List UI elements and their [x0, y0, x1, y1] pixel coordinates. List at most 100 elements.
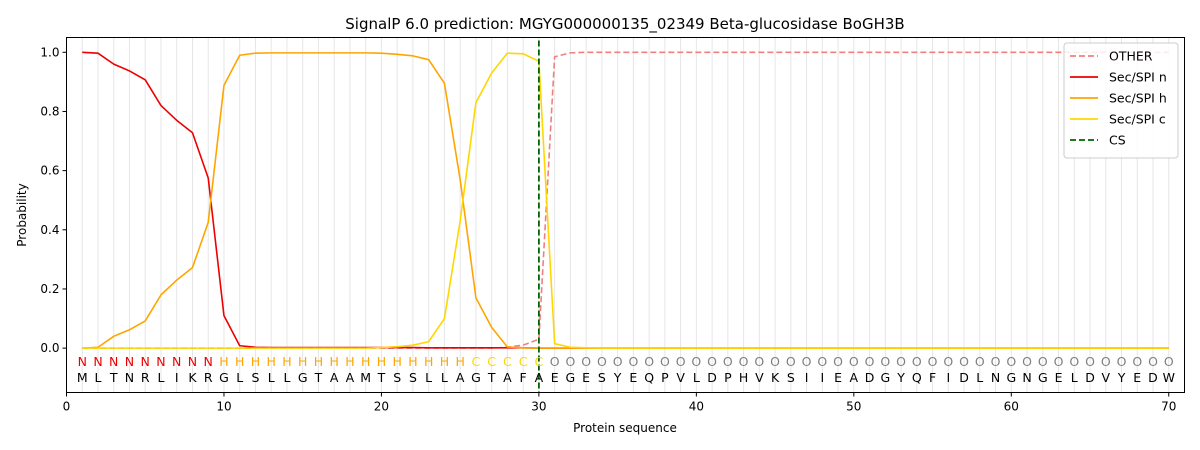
residue-label: K — [188, 370, 197, 385]
predicted-label: O — [802, 354, 812, 369]
predicted-label: O — [912, 354, 922, 369]
residue-label: T — [377, 370, 386, 385]
predicted-label: H — [392, 354, 401, 369]
residue-label: S — [409, 370, 417, 385]
residue-label: Y — [613, 370, 622, 385]
predicted-label: O — [1006, 354, 1016, 369]
predicted-label: O — [1069, 354, 1079, 369]
residue-label: L — [425, 370, 432, 385]
x-tick-label: 30 — [531, 400, 546, 414]
residue-label: A — [850, 370, 859, 385]
predicted-label: O — [581, 354, 591, 369]
vertical-grid — [81, 37, 1170, 393]
residue-label: E — [551, 370, 559, 385]
predicted-label: O — [739, 354, 749, 369]
legend-box — [1063, 42, 1179, 159]
residue-label: A — [503, 370, 512, 385]
predicted-label: O — [1054, 354, 1064, 369]
legend-label: CS — [1109, 133, 1126, 148]
residue-label: E — [629, 370, 637, 385]
y-axis-ticks: 0.0 0.2 0.4 0.6 0.8 1.0 — [40, 45, 67, 355]
predicted-label: O — [1117, 354, 1127, 369]
residue-label: L — [283, 370, 290, 385]
predicted-label: O — [723, 354, 733, 369]
predicted-label: O — [865, 354, 875, 369]
chart-title: SignalP 6.0 prediction: MGYG000000135_02… — [345, 15, 904, 34]
residue-label: A — [346, 370, 355, 385]
predicted-label: H — [235, 354, 244, 369]
predicted-label: O — [1148, 354, 1158, 369]
predicted-label: H — [282, 354, 291, 369]
predicted-label: N — [93, 354, 102, 369]
predicted-label: O — [849, 354, 859, 369]
plot-frame — [66, 37, 1185, 393]
predicted-label: O — [1164, 354, 1174, 369]
predicted-label: O — [691, 354, 701, 369]
predicted-label: C — [519, 354, 528, 369]
residue-label: S — [251, 370, 259, 385]
series-other — [82, 51, 1169, 349]
residue-label: D — [865, 370, 875, 385]
predicted-label: O — [770, 354, 780, 369]
residue-label: A — [535, 370, 544, 385]
predicted-label: O — [613, 354, 623, 369]
y-tick-label: 0.8 — [40, 104, 59, 118]
residue-label: E — [582, 370, 590, 385]
residue-label: N — [1022, 370, 1031, 385]
residue-label: T — [487, 370, 496, 385]
residue-label: L — [976, 370, 983, 385]
series-sec-spi-h — [82, 52, 1169, 349]
predicted-label: N — [109, 354, 118, 369]
residue-label: Y — [896, 370, 905, 385]
legend-label: Sec/SPI n — [1109, 70, 1167, 85]
residue-label: P — [724, 370, 732, 385]
predicted-label: H — [345, 354, 354, 369]
predicted-label: N — [78, 354, 87, 369]
legend-label: OTHER — [1109, 49, 1153, 64]
x-tick-label: 40 — [689, 400, 704, 414]
residue-label: S — [787, 370, 795, 385]
residue-label: I — [175, 370, 179, 385]
residue-label: L — [441, 370, 448, 385]
predicted-label: O — [1132, 354, 1142, 369]
residue-label: G — [1006, 370, 1016, 385]
predicted-label: N — [204, 354, 213, 369]
predicted-label: O — [628, 354, 638, 369]
residue-label: I — [946, 370, 950, 385]
sequence-annotations: NMNLNTNNNRNLNINKNRHGHLHSHLHLHGHTHAHAHMHT… — [77, 354, 1175, 385]
x-tick-label: 60 — [1004, 400, 1019, 414]
predicted-label: O — [896, 354, 906, 369]
legend-label: Sec/SPI h — [1109, 91, 1167, 106]
predicted-label: H — [314, 354, 323, 369]
y-tick-label: 0.2 — [40, 282, 59, 296]
y-axis-label: Probability — [15, 183, 29, 246]
predicted-label: O — [975, 354, 985, 369]
x-tick-label: 70 — [1161, 400, 1176, 414]
residue-label: T — [314, 370, 323, 385]
x-tick-label: 10 — [216, 400, 231, 414]
residue-label: V — [755, 370, 764, 385]
predicted-label: C — [472, 354, 481, 369]
predicted-label: C — [535, 354, 544, 369]
predicted-label: N — [188, 354, 197, 369]
predicted-label: O — [943, 354, 953, 369]
predicted-label: H — [251, 354, 260, 369]
residue-label: L — [693, 370, 700, 385]
residue-label: N — [125, 370, 134, 385]
predicted-label: O — [1022, 354, 1032, 369]
residue-label: T — [109, 370, 118, 385]
predicted-label: H — [267, 354, 276, 369]
predicted-label: N — [172, 354, 181, 369]
residue-label: G — [219, 370, 229, 385]
x-tick-label: 0 — [63, 400, 71, 414]
predicted-label: O — [1101, 354, 1111, 369]
predicted-label: O — [1038, 354, 1048, 369]
predicted-label: O — [959, 354, 969, 369]
predicted-label: H — [298, 354, 307, 369]
residue-label: M — [360, 370, 371, 385]
residue-label: L — [95, 370, 102, 385]
predicted-label: O — [550, 354, 560, 369]
series-lines — [82, 40, 1169, 393]
residue-label: I — [820, 370, 824, 385]
